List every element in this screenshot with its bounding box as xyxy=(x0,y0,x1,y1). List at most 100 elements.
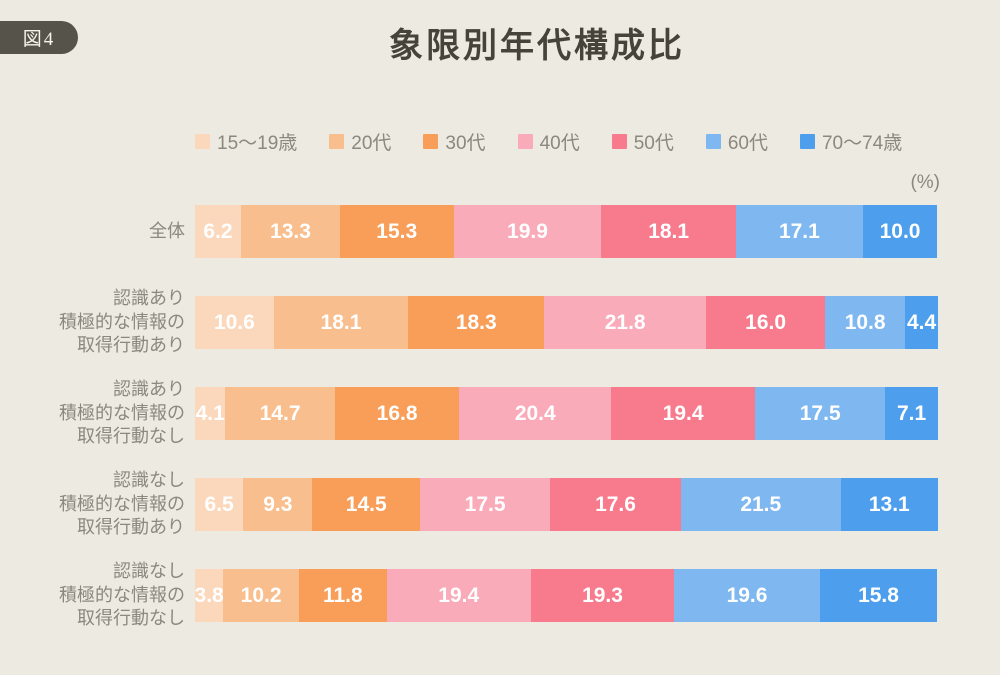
segment-value: 18.1 xyxy=(648,219,690,243)
legend-item: 70〜74歳 xyxy=(799,128,903,155)
bar-segment: 10.6 xyxy=(195,296,274,349)
segment-value: 21.5 xyxy=(740,492,782,516)
chart-title: 象限別年代構成比 xyxy=(389,27,685,65)
row-label: 認識なし積極的な情報の取得行動あり xyxy=(0,469,195,541)
segment-value: 19.4 xyxy=(662,401,704,425)
segment-value: 20.4 xyxy=(514,401,556,425)
row-label-line: 取得行動あり xyxy=(77,335,185,356)
bar-segment: 17.6 xyxy=(550,478,681,531)
bar-segment: 4.1 xyxy=(195,387,226,440)
row-label-line: 積極的な情報の xyxy=(59,402,185,423)
segment-value: 4.4 xyxy=(907,310,937,334)
segment-value: 6.2 xyxy=(203,219,233,243)
row-label-line: 取得行動なし xyxy=(77,608,185,629)
bar-segment: 20.4 xyxy=(459,387,612,440)
segment-value: 17.1 xyxy=(778,219,820,243)
row-label: 認識なし積極的な情報の取得行動なし xyxy=(0,560,195,632)
legend-item: 50代 xyxy=(611,128,674,155)
legend-item: 40代 xyxy=(517,128,580,155)
row-label-line: 認識あり xyxy=(113,378,185,399)
legend-label: 30代 xyxy=(445,133,486,154)
bar-segment: 10.8 xyxy=(825,296,906,349)
row-label-line: 全体 xyxy=(149,220,185,241)
bar-row: 全体 6.2 13.3 15.3 19.9 18.1 17.1 10.0 xyxy=(0,205,1000,258)
legend-label: 20代 xyxy=(351,133,392,154)
stacked-bar: 4.1 14.7 16.8 20.4 19.4 17.5 7.1 xyxy=(195,387,938,440)
row-label-line: 取得行動あり xyxy=(77,517,185,538)
row-label: 全体 xyxy=(0,220,195,244)
row-label-line: 認識なし xyxy=(113,469,185,490)
segment-value: 17.5 xyxy=(799,401,841,425)
segment-value: 10.0 xyxy=(879,219,921,243)
bar-segment: 19.4 xyxy=(611,387,756,440)
segment-value: 21.8 xyxy=(604,310,646,334)
legend-label: 15〜19歳 xyxy=(217,133,298,154)
segment-value: 10.6 xyxy=(213,310,255,334)
segment-value: 16.8 xyxy=(376,401,418,425)
bar-segment: 6.2 xyxy=(195,205,242,258)
bar-segment: 17.5 xyxy=(755,387,886,440)
segment-value: 17.5 xyxy=(464,492,506,516)
bar-segment: 18.1 xyxy=(273,296,409,349)
legend-label: 40代 xyxy=(539,133,580,154)
segment-value: 13.1 xyxy=(868,492,910,516)
legend-item: 20代 xyxy=(329,128,391,155)
legend-swatch-icon xyxy=(611,134,627,149)
legend-item: 60代 xyxy=(705,128,768,155)
chart-legend: 15〜19歳 20代 30代 40代 50代 60代 70〜74歳 xyxy=(195,128,945,155)
segment-value: 17.6 xyxy=(595,492,636,516)
bar-segment: 19.9 xyxy=(453,205,602,258)
bar-segment: 16.0 xyxy=(706,296,826,349)
row-label-line: 積極的な情報の xyxy=(59,584,185,605)
segment-value: 4.1 xyxy=(195,401,225,425)
row-label-line: 積極的な情報の xyxy=(59,311,185,332)
segment-value: 10.2 xyxy=(240,583,282,607)
bar-segment: 9.3 xyxy=(243,478,313,531)
row-label-line: 認識なし xyxy=(113,560,185,581)
row-label: 認識あり積極的な情報の取得行動なし xyxy=(0,378,195,450)
legend-label: 70〜74歳 xyxy=(821,133,903,154)
segment-value: 3.8 xyxy=(194,583,224,607)
bar-segment: 10.2 xyxy=(223,569,299,622)
bar-segment: 19.3 xyxy=(530,569,675,622)
stacked-bar: 6.5 9.3 14.5 17.5 17.6 21.5 13.1 xyxy=(195,478,938,531)
segment-value: 7.1 xyxy=(896,401,927,425)
segment-value: 6.5 xyxy=(204,492,234,516)
bar-row: 認識あり積極的な情報の取得行動なし 4.1 14.7 16.8 20.4 19.4 17.5… xyxy=(0,379,1000,446)
bar-segment: 11.8 xyxy=(299,569,387,622)
row-label-line: 積極的な情報の xyxy=(59,493,185,514)
segment-value: 18.3 xyxy=(455,310,497,334)
bar-segment: 19.6 xyxy=(674,569,820,622)
bar-segment: 17.1 xyxy=(735,205,863,258)
segment-value: 14.7 xyxy=(259,401,301,425)
unit-label: (%) xyxy=(910,172,940,193)
bar-segment: 18.1 xyxy=(601,205,736,258)
legend-swatch-icon xyxy=(517,134,533,149)
bar-segment: 21.5 xyxy=(680,478,841,531)
segment-value: 14.5 xyxy=(345,492,387,516)
legend-swatch-icon xyxy=(423,134,439,149)
segment-value: 9.3 xyxy=(263,492,293,516)
row-label-line: 取得行動なし xyxy=(77,426,185,447)
bar-segment: 15.8 xyxy=(819,569,938,622)
segment-value: 15.3 xyxy=(376,219,418,243)
bar-row: 認識なし積極的な情報の取得行動あり 6.5 9.3 14.5 17.5 17.6 21.5 1… xyxy=(0,470,1000,537)
legend-swatch-icon xyxy=(799,134,815,149)
bar-row: 認識あり 積極的な情報の 取得行動あり 10.6 18.1 18.3 21.8 16.0 10.… xyxy=(0,288,1000,355)
legend-swatch-icon xyxy=(195,134,210,149)
segment-value: 16.0 xyxy=(745,310,787,334)
bar-segment: 15.3 xyxy=(339,205,454,258)
legend-label: 60代 xyxy=(727,133,768,154)
bar-segment: 19.4 xyxy=(386,569,531,622)
segment-value: 18.1 xyxy=(320,310,362,334)
legend-item: 30代 xyxy=(423,128,486,155)
segment-value: 19.6 xyxy=(726,583,768,607)
legend-label: 50代 xyxy=(633,133,674,154)
bar-segment: 4.4 xyxy=(905,296,938,349)
stacked-bar: 10.6 18.1 18.3 21.8 16.0 10.8 4.4 xyxy=(195,296,938,349)
bar-segment: 13.1 xyxy=(840,478,938,531)
row-label-line: 認識あり xyxy=(113,287,185,308)
bar-segment: 14.7 xyxy=(225,387,335,440)
segment-value: 19.9 xyxy=(507,219,548,243)
